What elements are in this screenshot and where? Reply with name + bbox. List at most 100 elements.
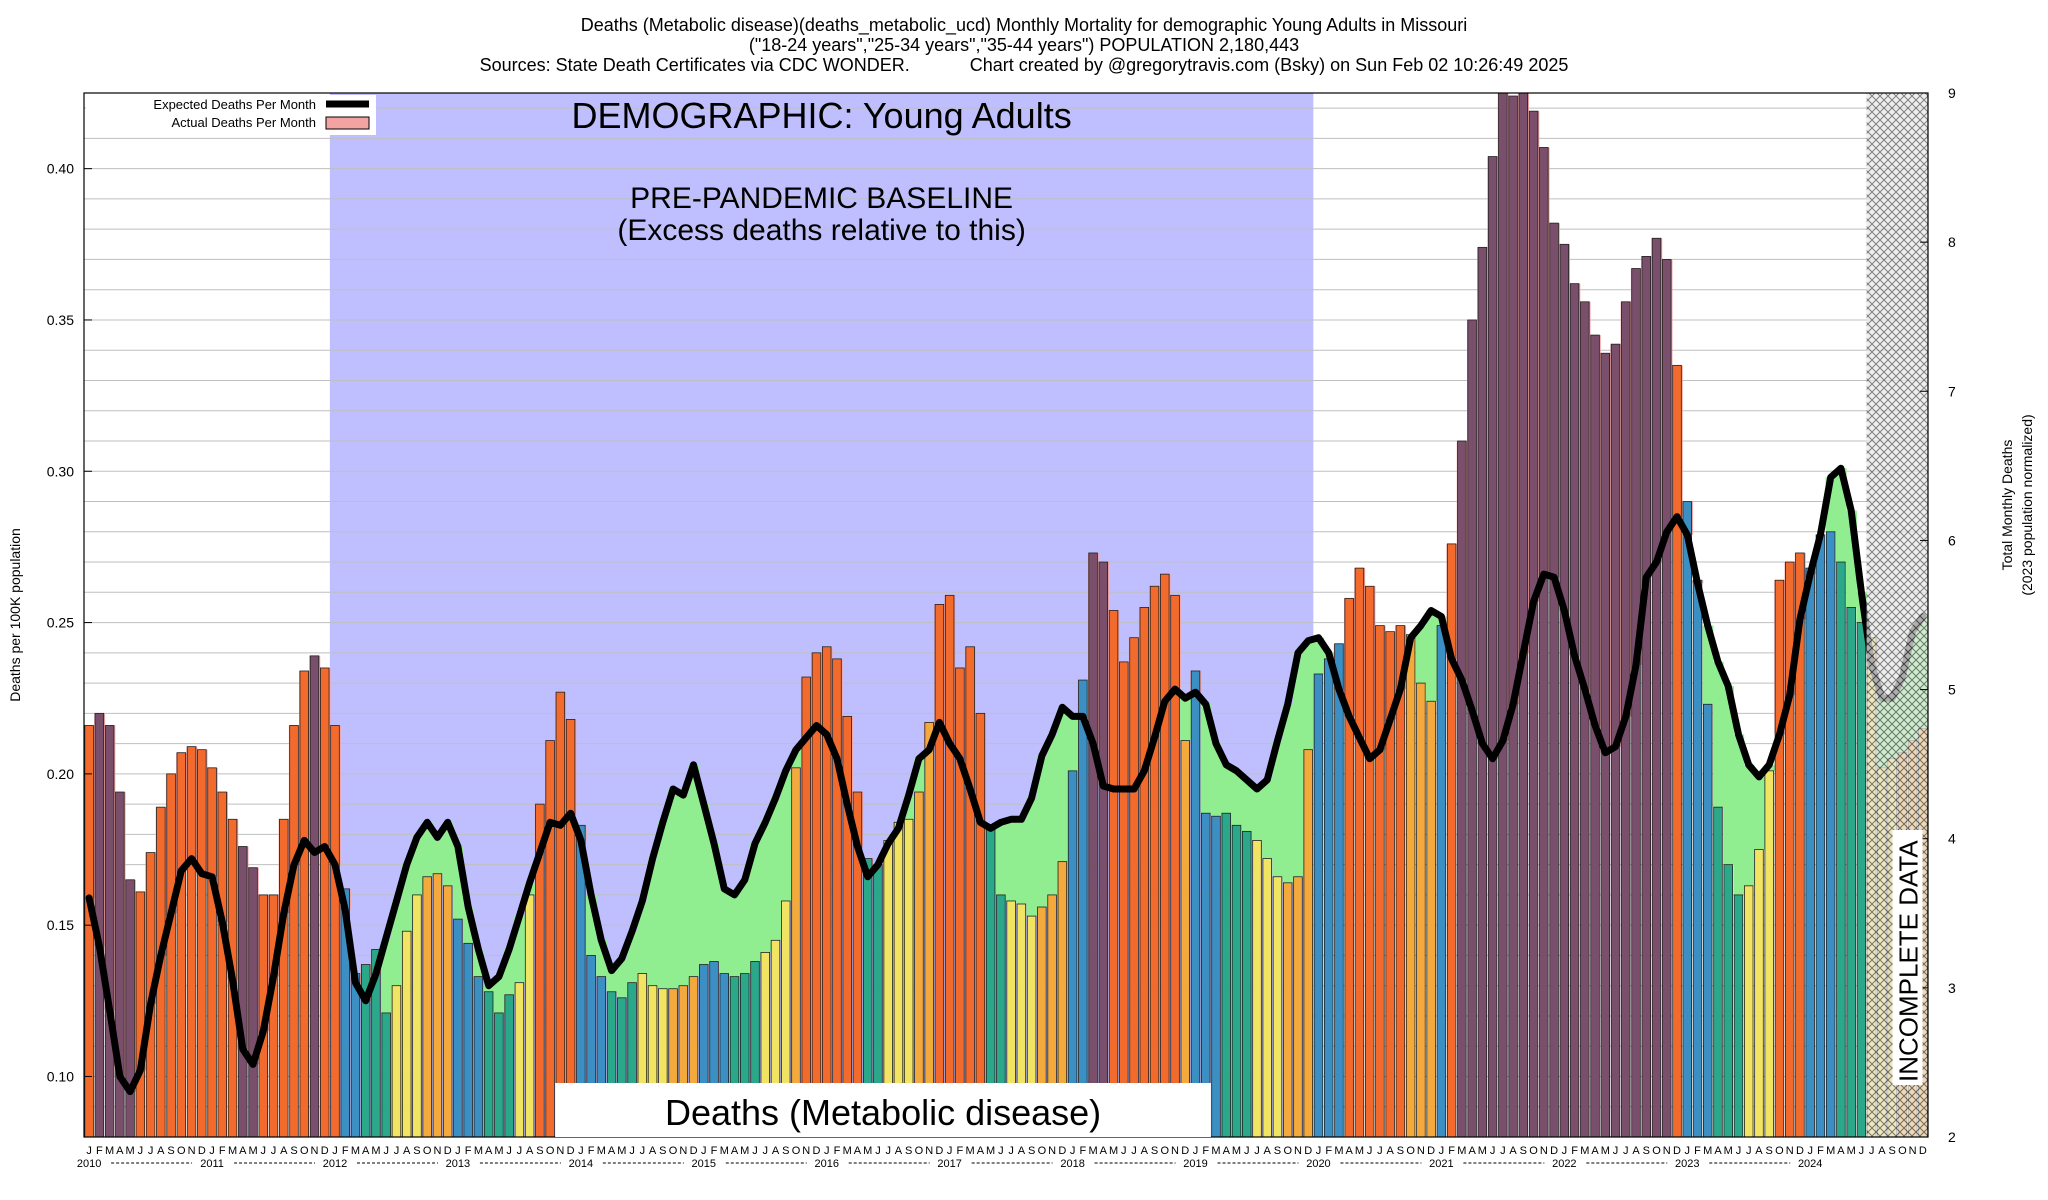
legend-label-actual: Actual Deaths Per Month: [171, 115, 316, 130]
actual-bar: [1580, 301, 1590, 1137]
diff-fill: [1016, 819, 1028, 904]
actual-bar: [1108, 610, 1119, 1137]
diff-fill: [1026, 798, 1038, 917]
x-month-label: A: [1346, 1145, 1354, 1157]
x-month-label: J: [394, 1145, 400, 1157]
x-month-label: N: [1663, 1145, 1671, 1157]
actual-bar: [248, 867, 258, 1137]
diff-fill: [1251, 789, 1263, 841]
actual-bar: [1651, 237, 1662, 1137]
diff-fill: [1426, 610, 1437, 702]
diff-fill: [708, 843, 720, 962]
x-year-label: 2022: [1552, 1158, 1576, 1170]
x-month-label: O: [792, 1145, 801, 1157]
x-month-label: O: [1283, 1145, 1292, 1157]
x-month-label: M: [863, 1145, 872, 1157]
legend-swatch-actual: [325, 116, 370, 130]
x-month-label: O: [1406, 1145, 1415, 1157]
actual-bar: [1231, 824, 1242, 1137]
actual-bar: [1713, 806, 1723, 1137]
diff-fill: [1733, 734, 1745, 895]
x-month-label: M: [1334, 1145, 1343, 1157]
actual-bar: [1344, 597, 1354, 1137]
x-month-label: M: [617, 1145, 626, 1157]
actual-bar: [1703, 703, 1713, 1137]
diff-fill: [749, 843, 761, 962]
y-axis-label: Deaths per 100K population: [7, 528, 23, 702]
diff-fill: [729, 894, 741, 977]
actual-bar: [104, 725, 115, 1137]
actual-bar: [1815, 534, 1826, 1137]
x-month-label: F: [1202, 1145, 1209, 1157]
baseline-label-line2: (Excess deaths relative to this): [617, 214, 1026, 247]
x-month-label: N: [1909, 1145, 1917, 1157]
y-tick-label: 0.35: [47, 312, 74, 328]
x-month-label: J: [947, 1145, 953, 1157]
x-month-label: A: [403, 1145, 411, 1157]
diff-fill: [1262, 779, 1273, 859]
x-month-label: M: [371, 1145, 380, 1157]
diff-fill: [647, 858, 659, 986]
x-month-label: M: [228, 1145, 237, 1157]
x-month-label: J: [1500, 1145, 1506, 1157]
actual-bar: [524, 894, 535, 1137]
diff-fill: [452, 846, 464, 920]
x-month-label: A: [1141, 1145, 1149, 1157]
chart-title-line3: Sources: State Death Certificates via CD…: [479, 55, 1569, 75]
x-month-label: M: [1109, 1145, 1118, 1157]
actual-bar: [555, 691, 566, 1137]
x-month-label: D: [567, 1145, 575, 1157]
y2-tick-label: 4: [1948, 831, 1956, 847]
actual-bar: [658, 988, 668, 1137]
actual-bar: [1180, 740, 1191, 1137]
actual-bar: [811, 652, 822, 1137]
actual-bar: [1549, 222, 1559, 1137]
chart-title-line1: Deaths (Metabolic disease)(deaths_metabo…: [580, 15, 1468, 35]
actual-bar: [1303, 749, 1313, 1137]
actual-bar: [401, 930, 412, 1137]
x-year-label: 2021: [1429, 1158, 1453, 1170]
x-month-label: J: [455, 1145, 461, 1157]
x-month-label: A: [1714, 1145, 1722, 1157]
y2-tick-label: 3: [1948, 980, 1956, 996]
x-month-label: M: [1355, 1145, 1364, 1157]
x-month-label: N: [188, 1145, 196, 1157]
actual-bar: [1160, 573, 1170, 1137]
x-month-label: S: [905, 1145, 912, 1157]
x-month-label: A: [1837, 1145, 1845, 1157]
x-month-label: O: [1652, 1145, 1661, 1157]
diff-fill: [606, 970, 618, 992]
actual-bar: [1518, 93, 1529, 1137]
incomplete-label: INCOMPLETE DATA: [1894, 840, 1924, 1082]
bottom-label: Deaths (Metabolic disease): [665, 1092, 1101, 1133]
y-tick-label: 0.20: [47, 766, 74, 782]
y-tick-label: 0.25: [47, 615, 74, 631]
x-month-label: N: [1786, 1145, 1794, 1157]
actual-bar: [422, 876, 432, 1137]
diff-fill: [596, 940, 608, 977]
actual-bar: [934, 604, 945, 1137]
y2-tick-label: 5: [1948, 682, 1956, 698]
x-month-label: M: [474, 1145, 483, 1157]
actual-bar: [473, 976, 484, 1137]
x-month-label: O: [1161, 1145, 1170, 1157]
actual-bar: [1395, 625, 1406, 1137]
x-month-label: A: [362, 1145, 370, 1157]
x-month-label: D: [813, 1145, 821, 1157]
diff-fill: [770, 798, 782, 941]
diff-fill: [1067, 716, 1079, 771]
actual-bar: [791, 767, 801, 1137]
actual-bar: [1559, 243, 1570, 1137]
actual-bar: [965, 646, 975, 1137]
x-month-label: F: [96, 1145, 103, 1157]
actual-bar: [1508, 95, 1518, 1137]
diff-fill: [493, 976, 505, 1013]
x-month-label: A: [608, 1145, 616, 1157]
x-month-label: F: [834, 1145, 841, 1157]
actual-bar: [535, 803, 545, 1137]
diff-fill: [1180, 698, 1191, 741]
y2-tick-label: 2: [1948, 1129, 1956, 1145]
actual-bar: [330, 725, 340, 1137]
x-month-label: J: [1859, 1145, 1865, 1157]
